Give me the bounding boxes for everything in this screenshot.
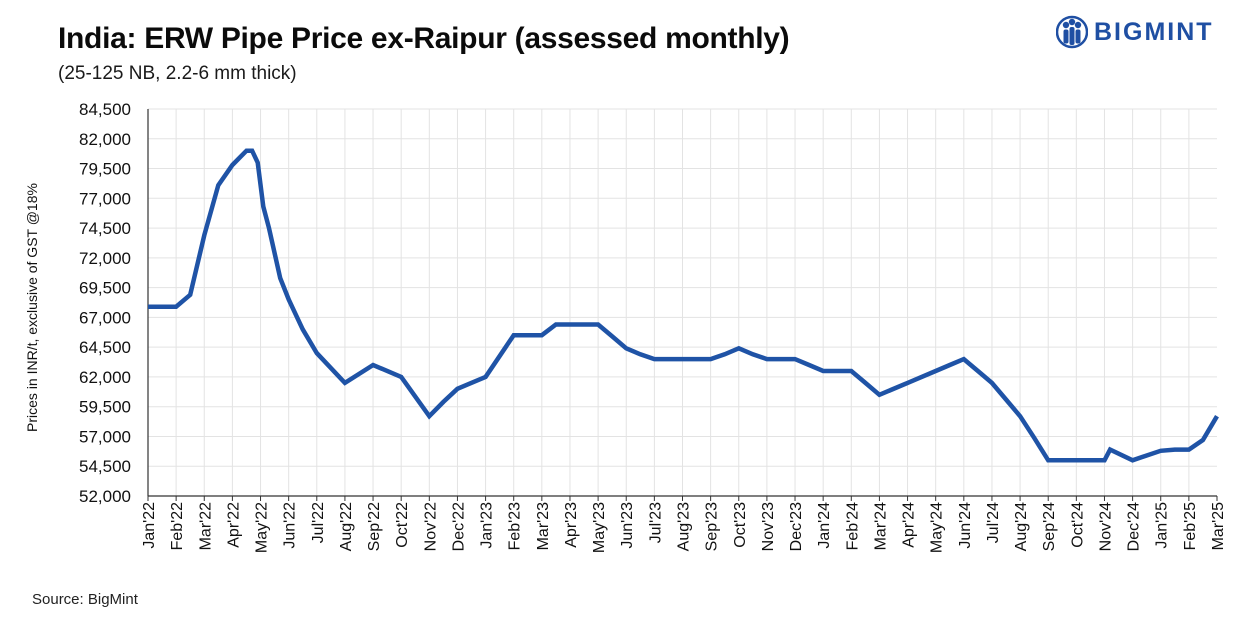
x-tick-label: Apr'24 (901, 502, 918, 548)
y-tick-label: 62,000 (79, 368, 131, 387)
x-tick-label: Nov'22 (422, 502, 439, 551)
y-tick-labels: 52,000 54,500 57,000 59,500 62,000 64,500 67,0… (79, 100, 131, 506)
x-tick-label: Feb'22 (169, 502, 186, 551)
y-tick-label: 52,000 (79, 487, 131, 506)
x-tick-label: May'22 (254, 502, 271, 553)
y-tick-label: 79,500 (79, 160, 131, 179)
x-tick-label: Sep'23 (704, 502, 721, 551)
chart-title: India: ERW Pipe Price ex-Raipur (assesse… (58, 22, 790, 55)
series-layer (148, 148, 1219, 463)
axes (147, 109, 1218, 501)
x-tick-label: Nov'23 (760, 502, 777, 551)
y-tick-label: 64,500 (79, 338, 131, 357)
x-tick-label: Dec'22 (450, 502, 467, 551)
x-tick-label: Nov'24 (1097, 502, 1114, 551)
x-tick-label: Sep'24 (1041, 502, 1058, 551)
x-tick-label: Dec'23 (788, 502, 805, 551)
x-tick-label: Jul'22 (310, 502, 327, 543)
x-tick-label: Jul'23 (647, 502, 664, 543)
x-tick-label: Apr'22 (225, 502, 242, 548)
x-tick-label: Mar'23 (535, 502, 552, 551)
y-tick-label: 77,000 (79, 189, 131, 208)
x-tick-label: Mar'22 (197, 502, 214, 551)
x-tick-label: Aug'24 (1013, 502, 1030, 551)
x-tick-label: Aug'22 (338, 502, 355, 551)
x-tick-label: Apr'23 (563, 502, 580, 548)
x-tick-label: Oct'23 (732, 502, 749, 548)
x-tick-label: May'23 (591, 502, 608, 553)
x-tick-label: Feb'24 (844, 502, 861, 551)
y-tick-label: 67,000 (79, 308, 131, 327)
y-axis-label: Prices in INR/t, exclusive of GST @18% (24, 183, 40, 432)
x-tick-label: Jun'23 (619, 502, 636, 549)
bigmint-logo: BIGMINT (1056, 12, 1236, 52)
x-tick-label: Feb'23 (507, 502, 524, 551)
x-tick-label: Dec'24 (1126, 502, 1143, 551)
x-tick-label: Jan'24 (816, 502, 833, 549)
y-tick-label: 84,500 (79, 100, 131, 119)
series-line (148, 148, 1219, 463)
x-tick-label: Oct'24 (1069, 502, 1086, 548)
y-tick-label: 54,500 (79, 457, 131, 476)
y-tick-label: 57,000 (79, 427, 131, 446)
x-tick-label: May'24 (929, 502, 946, 553)
x-tick-label: Jan'22 (141, 502, 158, 549)
x-tick-label: Jan'25 (1154, 502, 1171, 549)
x-tick-label: Mar'25 (1210, 502, 1227, 551)
x-tick-label: Feb'25 (1182, 502, 1199, 551)
bigmint-logo-text: BIGMINT (1094, 17, 1214, 46)
source-note: Source: BigMint (32, 591, 138, 608)
x-tick-label: Jun'24 (957, 502, 974, 549)
x-tick-label: Oct'22 (394, 502, 411, 548)
x-tick-label: Sep'22 (366, 502, 383, 551)
x-tick-label: Mar'24 (872, 502, 889, 551)
bigmint-logo-icon (1056, 15, 1088, 49)
x-tick-label: Jan'23 (479, 502, 496, 549)
gridlines (148, 108, 1217, 496)
y-tick-label: 69,500 (79, 279, 131, 298)
x-tick-label: Jul'24 (985, 502, 1002, 543)
x-tick-label: Jun'22 (282, 502, 299, 549)
y-tick-label: 74,500 (79, 219, 131, 238)
y-tick-label: 59,500 (79, 398, 131, 417)
chart-subtitle: (25-125 NB, 2.2-6 mm thick) (58, 63, 297, 84)
y-tick-label: 72,000 (79, 249, 131, 268)
y-tick-label: 82,000 (79, 130, 131, 149)
x-tick-labels: Jan'22 Feb'22 Mar'22 Apr'22 May'22 Jun'22 Jul'… (141, 502, 1227, 553)
x-tick-label: Aug'23 (676, 502, 693, 551)
